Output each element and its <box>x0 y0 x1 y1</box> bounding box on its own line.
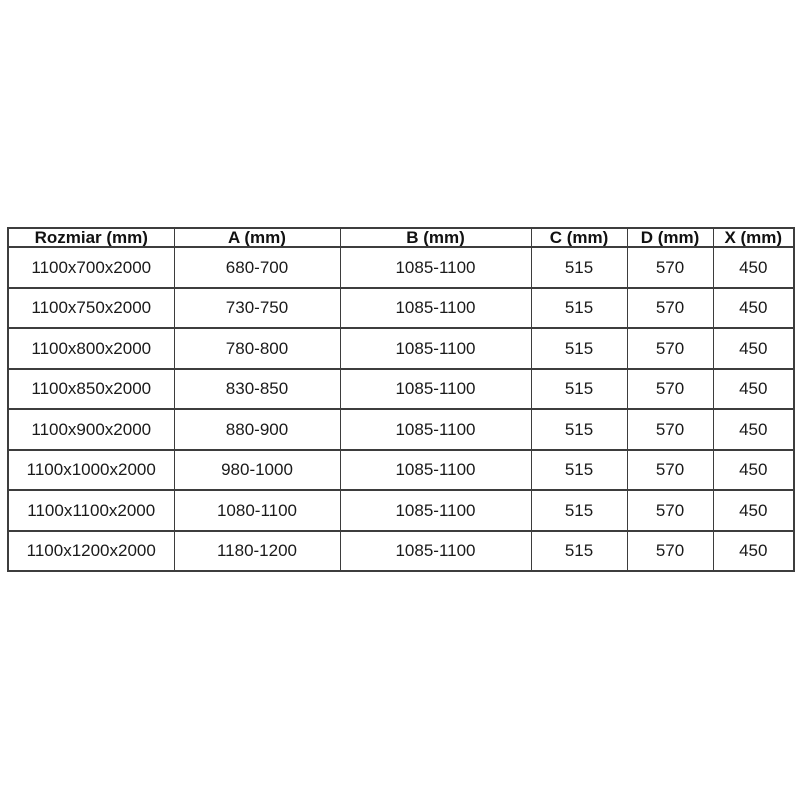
table-cell: 1085-1100 <box>339 489 532 532</box>
table-cell: 570 <box>626 367 714 410</box>
table-cell: 1085-1100 <box>339 286 532 329</box>
table-cell: 1100x800x2000 <box>7 327 175 370</box>
table-cell: 1085-1100 <box>339 367 532 410</box>
table-cell: 450 <box>712 489 795 532</box>
table-cell: 1085-1100 <box>339 327 532 370</box>
table-cell: 570 <box>626 489 714 532</box>
column-header-a: A (mm) <box>173 227 341 248</box>
size-spec-table-container: Rozmiar (mm) A (mm) B (mm) C (mm) D (mm)… <box>7 227 795 572</box>
table-row: 1100x900x2000 880-900 1085-1100 515 570 450 <box>7 408 795 451</box>
table-cell: 450 <box>712 327 795 370</box>
table-row: 1100x1000x2000 980-1000 1085-1100 515 570 450 <box>7 448 795 491</box>
table-cell: 1100x900x2000 <box>7 408 175 451</box>
table-cell: 980-1000 <box>173 448 341 491</box>
table-cell: 515 <box>530 489 628 532</box>
table-cell: 570 <box>626 529 714 572</box>
table-header-row: Rozmiar (mm) A (mm) B (mm) C (mm) D (mm)… <box>7 227 795 248</box>
table-cell: 570 <box>626 286 714 329</box>
column-header-b: B (mm) <box>339 227 532 248</box>
table-cell: 1085-1100 <box>339 529 532 572</box>
table-cell: 450 <box>712 448 795 491</box>
table-row: 1100x1200x2000 1180-1200 1085-1100 515 570 45… <box>7 529 795 572</box>
table-cell: 450 <box>712 367 795 410</box>
table-cell: 450 <box>712 529 795 572</box>
table-cell: 515 <box>530 327 628 370</box>
table-row: 1100x750x2000 730-750 1085-1100 515 570 450 <box>7 286 795 329</box>
table-cell: 1080-1100 <box>173 489 341 532</box>
table-body: 1100x700x2000 680-700 1085-1100 515 570 450 11… <box>7 246 795 572</box>
table-cell: 515 <box>530 448 628 491</box>
table-cell: 780-800 <box>173 327 341 370</box>
table-cell: 1085-1100 <box>339 448 532 491</box>
column-header-rozmiar: Rozmiar (mm) <box>7 227 175 248</box>
table-cell: 830-850 <box>173 367 341 410</box>
table-row: 1100x850x2000 830-850 1085-1100 515 570 450 <box>7 367 795 410</box>
table-cell: 515 <box>530 408 628 451</box>
table-cell: 1100x850x2000 <box>7 367 175 410</box>
table-cell: 1100x750x2000 <box>7 286 175 329</box>
column-header-x: X (mm) <box>712 227 795 248</box>
table-cell: 880-900 <box>173 408 341 451</box>
table-row: 1100x800x2000 780-800 1085-1100 515 570 450 <box>7 327 795 370</box>
table-cell: 680-700 <box>173 246 341 289</box>
table-cell: 515 <box>530 246 628 289</box>
table-cell: 515 <box>530 529 628 572</box>
table-row: 1100x700x2000 680-700 1085-1100 515 570 450 <box>7 246 795 289</box>
table-cell: 570 <box>626 246 714 289</box>
table-cell: 450 <box>712 246 795 289</box>
table-cell: 1085-1100 <box>339 246 532 289</box>
table-cell: 515 <box>530 367 628 410</box>
table-cell: 570 <box>626 327 714 370</box>
size-spec-table: Rozmiar (mm) A (mm) B (mm) C (mm) D (mm)… <box>7 227 795 572</box>
table-cell: 1100x1200x2000 <box>7 529 175 572</box>
table-cell: 570 <box>626 448 714 491</box>
table-cell: 1100x1100x2000 <box>7 489 175 532</box>
table-cell: 1100x700x2000 <box>7 246 175 289</box>
table-row: 1100x1100x2000 1080-1100 1085-1100 515 570 45… <box>7 489 795 532</box>
table-cell: 570 <box>626 408 714 451</box>
table-cell: 1180-1200 <box>173 529 341 572</box>
table-cell: 1085-1100 <box>339 408 532 451</box>
table-cell: 1100x1000x2000 <box>7 448 175 491</box>
column-header-d: D (mm) <box>626 227 714 248</box>
column-header-c: C (mm) <box>530 227 628 248</box>
table-cell: 515 <box>530 286 628 329</box>
table-cell: 730-750 <box>173 286 341 329</box>
table-cell: 450 <box>712 286 795 329</box>
table-cell: 450 <box>712 408 795 451</box>
